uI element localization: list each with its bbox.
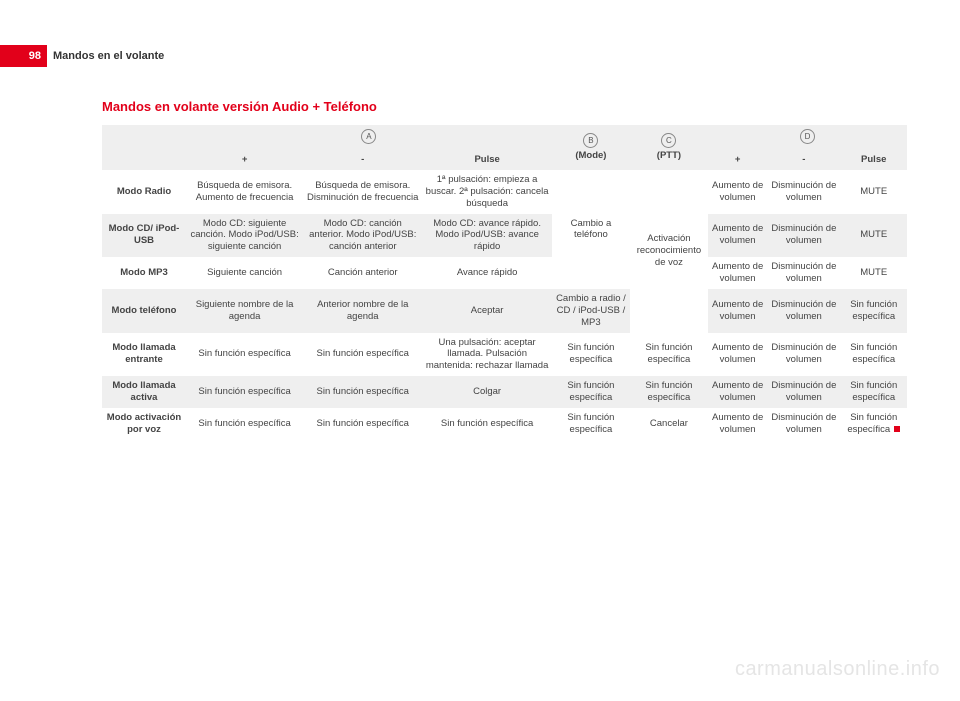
cell: Aumento de volumen xyxy=(708,214,767,258)
group-A-icon: A xyxy=(361,129,376,144)
group-C-label: (PTT) xyxy=(657,150,681,161)
cell: Avance rápido xyxy=(422,257,552,289)
cell: Aumento de volumen xyxy=(708,289,767,333)
col-D-minus: - xyxy=(767,150,840,170)
cell: Disminución de volumen xyxy=(767,170,840,214)
cell: MUTE xyxy=(840,170,907,214)
cell: Sin función específica xyxy=(422,408,552,440)
cell: Sin función específica xyxy=(552,408,630,440)
cell: Aumento de volumen xyxy=(708,170,767,214)
col-D-pulse: Pulse xyxy=(840,150,907,170)
cell: Sin función específica xyxy=(552,376,630,408)
cell: Sin función específica xyxy=(552,333,630,377)
cell: Modo CD: avance rápido. Modo iPod/USB: a… xyxy=(422,214,552,258)
group-B-label: (Mode) xyxy=(575,150,606,161)
cell: Siguiente nombre de la agenda xyxy=(186,289,303,333)
row-label: Modo activación por voz xyxy=(102,408,186,440)
cell: Modo CD: canción anterior. Modo iPod/USB… xyxy=(303,214,422,258)
cell: Disminución de volumen xyxy=(767,289,840,333)
cell: Sin función específica xyxy=(186,408,303,440)
cell: Aumento de volumen xyxy=(708,408,767,440)
cell: Sin función específica xyxy=(303,408,422,440)
row-label: Modo Radio xyxy=(102,170,186,214)
controls-table: A B (Mode) C (PTT) D + - Pulse + - Pulse… xyxy=(102,125,907,440)
cell-span-c: Activación reconocimiento de voz xyxy=(630,170,708,333)
cell: Canción anterior xyxy=(303,257,422,289)
cell: Aumento de volumen xyxy=(708,333,767,377)
cell: Cancelar xyxy=(630,408,708,440)
page-number-badge: 98 xyxy=(0,45,47,67)
row-label: Modo llamada activa xyxy=(102,376,186,408)
cell: Disminución de volumen xyxy=(767,408,840,440)
cell: Siguiente canción xyxy=(186,257,303,289)
cell: MUTE xyxy=(840,214,907,258)
page-title: Mandos en volante versión Audio + Teléfo… xyxy=(102,99,377,114)
cell-last: Sin función específica xyxy=(840,408,907,440)
row-label: Modo teléfono xyxy=(102,289,186,333)
group-B-icon: B xyxy=(583,133,598,148)
end-marker-icon xyxy=(894,426,900,432)
cell: Sin función específica xyxy=(840,376,907,408)
cell: Una pulsación: aceptar llamada. Pulsació… xyxy=(422,333,552,377)
cell: MUTE xyxy=(840,257,907,289)
cell: Disminución de volumen xyxy=(767,376,840,408)
cell: Disminución de volumen xyxy=(767,257,840,289)
row-label: Modo MP3 xyxy=(102,257,186,289)
cell-span-b: Cambio a teléfono xyxy=(552,170,630,289)
row-label: Modo CD/ iPod-USB xyxy=(102,214,186,258)
cell: Sin función específica xyxy=(630,333,708,377)
cell: Búsqueda de emisora. Aumento de frecuenc… xyxy=(186,170,303,214)
cell: Anterior nombre de la agenda xyxy=(303,289,422,333)
cell: Aumento de volumen xyxy=(708,257,767,289)
cell: Sin función específica xyxy=(186,376,303,408)
cell: Sin función específica xyxy=(303,333,422,377)
col-D-plus: + xyxy=(708,150,767,170)
col-A-minus: - xyxy=(303,150,422,170)
group-D-icon: D xyxy=(800,129,815,144)
cell: Disminución de volumen xyxy=(767,333,840,377)
cell: Sin función específica xyxy=(303,376,422,408)
cell: Sin función específica xyxy=(630,376,708,408)
col-A-plus: + xyxy=(186,150,303,170)
cell: Modo CD: siguiente canción. Modo iPod/US… xyxy=(186,214,303,258)
cell: Sin función específica xyxy=(840,333,907,377)
cell: Cambio a radio / CD / iPod-USB / MP3 xyxy=(552,289,630,333)
cell: Disminución de volumen xyxy=(767,214,840,258)
running-header: Mandos en el volante xyxy=(53,50,164,62)
cell: Sin función específica xyxy=(186,333,303,377)
watermark: carmanualsonline.info xyxy=(735,658,940,681)
group-C-icon: C xyxy=(661,133,676,148)
row-label: Modo llamada entrante xyxy=(102,333,186,377)
col-A-pulse: Pulse xyxy=(422,150,552,170)
cell: Aceptar xyxy=(422,289,552,333)
cell: Sin función específica xyxy=(840,289,907,333)
cell: Colgar xyxy=(422,376,552,408)
cell: Búsqueda de emisora. Disminución de frec… xyxy=(303,170,422,214)
cell: Aumento de volumen xyxy=(708,376,767,408)
cell: 1ª pulsación: empieza a buscar. 2ª pulsa… xyxy=(422,170,552,214)
